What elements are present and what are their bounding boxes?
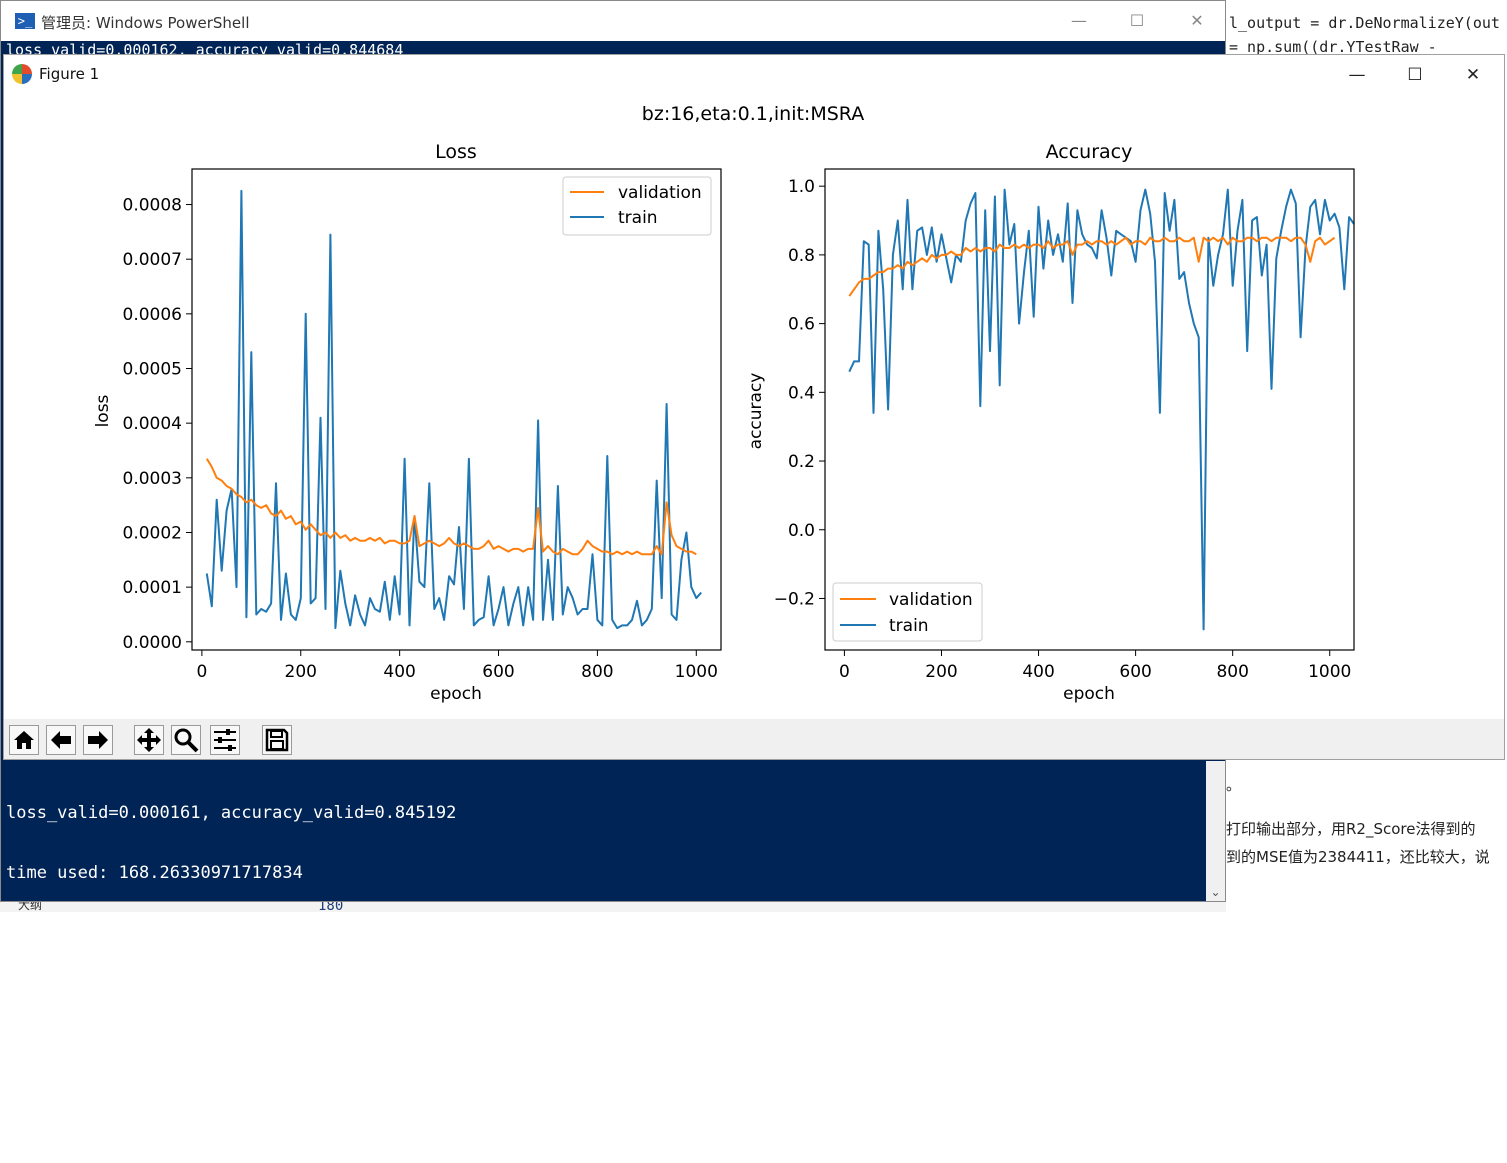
accuracy-y-tick-label: 0.8: [788, 246, 815, 266]
background-text-line: 。: [1226, 776, 1242, 794]
loss-chart: Loss 0 200 400 600 800 1000 0.0000 0.0001 0.0002…: [93, 141, 722, 704]
figure-suptitle: bz:16,eta:0.1,init:MSRA: [642, 103, 864, 125]
zoom-button[interactable]: [171, 725, 201, 755]
accuracy-x-axis-label: epoch: [1063, 684, 1115, 704]
forward-arrow-icon: [88, 731, 108, 749]
figure-canvas[interactable]: bz:16,eta:0.1,init:MSRA Loss 0 200 400 600 8…: [4, 93, 1504, 719]
powershell-icon: >_: [15, 13, 35, 29]
pan-icon: [137, 728, 161, 752]
loss-y-axis-label: loss: [93, 394, 113, 427]
accuracy-y-tick-label: 0.0: [788, 521, 815, 541]
loss-y-tick-label: 0.0004: [123, 414, 182, 434]
accuracy-x-tick-label: 200: [925, 662, 957, 682]
loss-train-line: [205, 189, 702, 630]
accuracy-x-tick-label: 600: [1119, 662, 1151, 682]
accuracy-validation-line: [848, 236, 1336, 297]
accuracy-x-tick-label: 1000: [1308, 662, 1351, 682]
accuracy-chart: Accuracy 0 200 400 600 800 1000−0.20.00.20.40…: [746, 141, 1355, 704]
save-icon: [265, 728, 289, 752]
pan-button[interactable]: [134, 725, 164, 755]
accuracy-x-tick-label: 0: [839, 662, 850, 682]
accuracy-chart-title: Accuracy: [1046, 141, 1133, 163]
figure-title: Figure 1: [39, 65, 100, 83]
zoom-icon: [174, 728, 199, 753]
loss-y-tick-label: 0.0005: [123, 360, 182, 380]
loss-chart-title: Loss: [435, 141, 477, 163]
back-arrow-icon: [51, 731, 71, 749]
accuracy-y-tick-label: 0.4: [788, 383, 815, 403]
loss-y-tick-label: 0.0003: [123, 469, 182, 489]
loss-y-tick-label: 0.0007: [123, 250, 182, 270]
figure-maximize-button[interactable]: ☐: [1407, 65, 1423, 85]
accuracy-train-line: [848, 188, 1355, 631]
console-line: testing...: [6, 983, 109, 1003]
loss-x-axis-label: epoch: [430, 684, 482, 704]
maximize-button[interactable]: ☐: [1129, 11, 1145, 30]
console-scrollbar[interactable]: ⌄: [1206, 761, 1225, 901]
accuracy-plot-lines: [848, 188, 1355, 631]
save-button[interactable]: [262, 725, 292, 755]
line-number: 180: [318, 898, 344, 914]
accuracy-y-tick-label: 1.0: [788, 177, 815, 197]
loss-legend-validation-label: validation: [618, 183, 702, 203]
powershell-title: 管理员: Windows PowerShell: [41, 14, 250, 32]
accuracy-x-tick-label: 400: [1022, 662, 1054, 682]
console-line: save parameters: [6, 923, 160, 943]
loss-x-tick-label: 0: [196, 662, 207, 682]
loss-axis-ticks: 0 200 400 600 800 1000 0.0000 0.0001 0.0002 0.000…: [123, 196, 718, 682]
figure-close-button[interactable]: ✕: [1465, 65, 1481, 85]
accuracy-legend: validation train: [832, 582, 983, 642]
console-line: loss_valid=0.000161, accuracy_valid=0.84…: [6, 803, 457, 823]
loss-plot-lines: [205, 189, 702, 630]
loss-y-tick-label: 0.0000: [123, 633, 182, 653]
accuracy-legend-box: [832, 582, 983, 642]
accuracy-y-tick-label: −0.2: [774, 589, 815, 609]
configure-subplots-icon: [214, 729, 236, 751]
accuracy-axis-ticks: 0 200 400 600 800 1000 −0.2 0.0 0.2 0.4 0.6 0.8 1.0: [774, 177, 1352, 682]
scroll-down-icon[interactable]: ⌄: [1210, 885, 1221, 899]
loss-y-tick-label: 0.0008: [123, 196, 182, 216]
accuracy-axes-frame: [824, 168, 1355, 651]
background-code-line: l_output = dr.DeNormalizeY(out: [1229, 14, 1500, 32]
matplotlib-icon: [12, 64, 32, 84]
loss-x-tick-label: 400: [383, 662, 415, 682]
console-line: mse= 2857916.4917247407: [6, 1103, 242, 1123]
console-output[interactable]: loss_valid=0.000161, accuracy_valid=0.84…: [6, 763, 456, 1163]
powershell-titlebar[interactable]: >_ 管理员: Windows PowerShell — ☐ ✕: [1, 1, 1225, 41]
accuracy-y-tick-label: 0.6: [788, 315, 815, 335]
figure-minimize-button[interactable]: —: [1348, 65, 1366, 85]
background-code-line: = np.sum((dr.YTestRaw -: [1229, 38, 1437, 56]
loss-legend: validation train: [562, 176, 712, 236]
loss-legend-train-label: train: [618, 208, 658, 228]
figure-toolbar: [4, 719, 1504, 759]
background-text-line: 到的MSE值为2384411，还比较大，说: [1226, 848, 1490, 866]
minimize-button[interactable]: —: [1071, 11, 1087, 30]
forward-button[interactable]: [83, 725, 113, 755]
loss-y-tick-label: 0.0002: [123, 523, 182, 543]
close-button[interactable]: ✕: [1190, 11, 1204, 30]
loss-x-tick-label: 1000: [675, 662, 718, 682]
accuracy-x-tick-label: 800: [1216, 662, 1248, 682]
loss-x-tick-label: 200: [285, 662, 317, 682]
console-line: time used: 168.26330971717834: [6, 863, 303, 883]
background-text-line: 打印输出部分，用R2_Score法得到的: [1226, 820, 1476, 838]
loss-x-tick-label: 600: [482, 662, 514, 682]
loss-axes-frame: [191, 168, 722, 651]
figure-titlebar[interactable]: Figure 1 — ☐ ✕: [4, 55, 1504, 93]
home-icon: [14, 731, 34, 749]
accuracy-legend-train-label: train: [889, 616, 929, 636]
background-status-area: [0, 900, 1226, 912]
configure-subplots-button[interactable]: [210, 725, 240, 755]
back-button[interactable]: [46, 725, 76, 755]
loss-validation-line: [205, 458, 697, 556]
home-button[interactable]: [9, 725, 39, 755]
loss-x-tick-label: 800: [581, 662, 613, 682]
accuracy-y-tick-label: 0.2: [788, 452, 815, 472]
console-line: 0.8097834901660481: [6, 1043, 191, 1063]
loss-y-tick-label: 0.0001: [123, 578, 182, 598]
loss-y-tick-label: 0.0006: [123, 305, 182, 325]
accuracy-legend-validation-label: validation: [889, 590, 973, 610]
figure-window[interactable]: Figure 1 — ☐ ✕ bz:16,eta:0.1,init:MSRA L…: [3, 54, 1505, 760]
accuracy-y-axis-label: accuracy: [746, 373, 766, 450]
